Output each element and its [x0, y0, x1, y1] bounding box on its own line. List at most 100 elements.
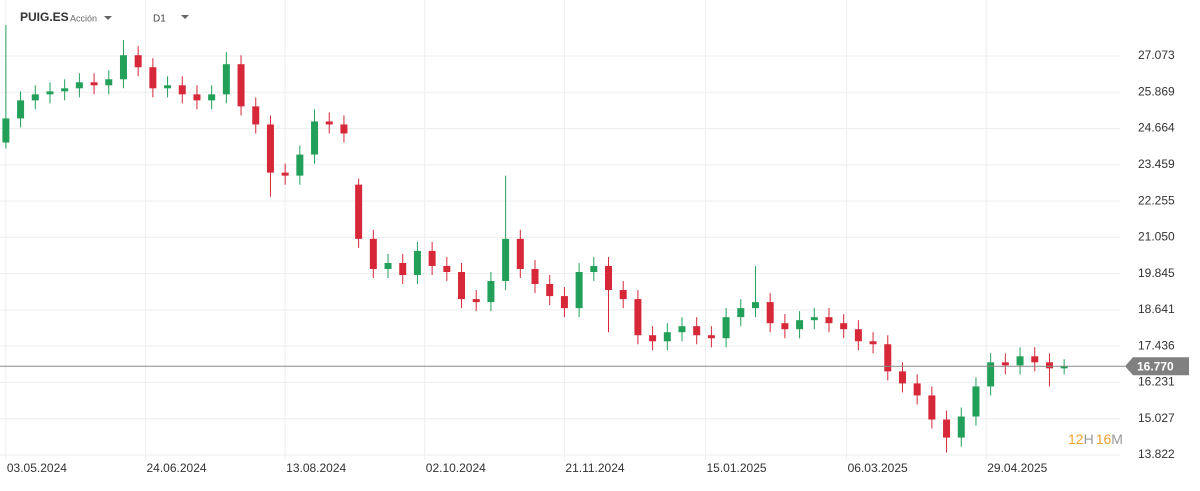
y-tick-label: 23.459 [1138, 157, 1175, 171]
candle-body [957, 416, 965, 438]
candle-body [252, 106, 260, 125]
candle-body [502, 238, 510, 282]
candle-body [634, 299, 642, 336]
candle-body [840, 323, 848, 330]
candle-body [766, 302, 774, 324]
candle-body [281, 172, 289, 176]
candle-body [722, 317, 730, 339]
candle-body [487, 281, 495, 303]
candle-body [825, 317, 833, 324]
instrument-type: Acción [70, 13, 97, 23]
candle-body [649, 335, 657, 342]
candle-body [399, 262, 407, 276]
y-tick-label: 24.664 [1138, 121, 1175, 135]
dropdown-arrow[interactable] [181, 15, 189, 19]
candle-body [560, 296, 568, 309]
x-tick-label: 15.01.2025 [707, 461, 767, 475]
candle-body [178, 85, 186, 95]
candle-body [619, 290, 627, 300]
candle-body [90, 82, 98, 86]
candle-body [531, 268, 539, 285]
candle-body [751, 302, 759, 309]
candle-body [369, 238, 377, 269]
candle-body [1060, 366, 1068, 369]
y-tick-label: 22.255 [1138, 193, 1175, 207]
candle-body [296, 154, 304, 176]
y-tick-label: 13.822 [1138, 447, 1175, 461]
x-tick-label: 02.10.2024 [426, 461, 486, 475]
candle-body [208, 94, 216, 101]
candle-body [854, 329, 862, 342]
candles [2, 25, 1068, 453]
candle-body [384, 262, 392, 269]
x-tick-label: 24.06.2024 [147, 461, 207, 475]
candle-body [1031, 356, 1039, 363]
y-tick-label: 27.073 [1138, 48, 1175, 62]
candle-body [105, 79, 113, 86]
candle-body [2, 118, 10, 143]
y-tick-label: 18.641 [1138, 302, 1175, 316]
candle-body [663, 332, 671, 342]
candle-body [149, 67, 157, 89]
grid [0, 0, 1120, 460]
candle-body [590, 265, 598, 272]
candle-body [428, 250, 436, 266]
candle-body [693, 326, 701, 336]
candle-body [472, 299, 480, 303]
x-tick-label: 29.04.2025 [987, 461, 1047, 475]
candle-body [61, 88, 69, 92]
candle-body [193, 94, 201, 101]
candle-body [222, 64, 230, 95]
candle-body [119, 55, 127, 80]
candle-body [31, 94, 39, 101]
candle-body [443, 265, 451, 272]
candle-body [134, 55, 142, 68]
candle-body [884, 344, 892, 372]
last-price-tag [1125, 357, 1189, 376]
candle-body [575, 271, 583, 309]
candle-body [737, 308, 745, 318]
candle-body [796, 320, 804, 330]
last-price-label: 16.770 [1137, 359, 1174, 373]
candle-body [237, 64, 245, 107]
candle-body [458, 271, 466, 300]
timeframe[interactable]: D1 [153, 14, 166, 25]
candle-body [943, 419, 951, 438]
x-tick-label: 06.03.2025 [848, 461, 908, 475]
candle-body [781, 323, 789, 330]
candle-body [707, 335, 715, 339]
candle-body [898, 371, 906, 384]
y-tick-label: 25.869 [1138, 84, 1175, 98]
candle-body [928, 395, 936, 420]
x-tick-label: 13.08.2024 [286, 461, 346, 475]
dropdown-arrow[interactable] [104, 16, 112, 20]
candle-body [46, 91, 54, 95]
candle-body [1045, 362, 1053, 369]
countdown-m: M [1111, 431, 1123, 447]
candle-body [516, 238, 524, 269]
candle-body [340, 124, 348, 134]
candle-body [17, 100, 25, 119]
candle-body [1016, 356, 1024, 366]
x-tick-label: 03.05.2024 [7, 461, 67, 475]
candle-body [972, 386, 980, 417]
y-tick-label: 19.845 [1138, 266, 1175, 280]
countdown: 12H 16M [1068, 431, 1123, 447]
countdown-minutes: 16 [1096, 431, 1112, 447]
candle-body [164, 85, 172, 89]
candle-body [311, 121, 319, 155]
symbol[interactable]: PUIG.ES [20, 10, 69, 24]
y-tick-label: 21.050 [1138, 230, 1175, 244]
candle-body [987, 362, 995, 387]
y-tick-label: 16.231 [1138, 375, 1175, 389]
candle-body [1001, 362, 1009, 366]
candle-body [546, 284, 554, 297]
candle-body [413, 250, 421, 276]
candle-body [678, 326, 686, 333]
countdown-h: H [1084, 431, 1094, 447]
candle-body [810, 317, 818, 321]
candle-body [75, 82, 83, 89]
countdown-hours: 12 [1068, 431, 1084, 447]
candle-body [266, 124, 274, 173]
